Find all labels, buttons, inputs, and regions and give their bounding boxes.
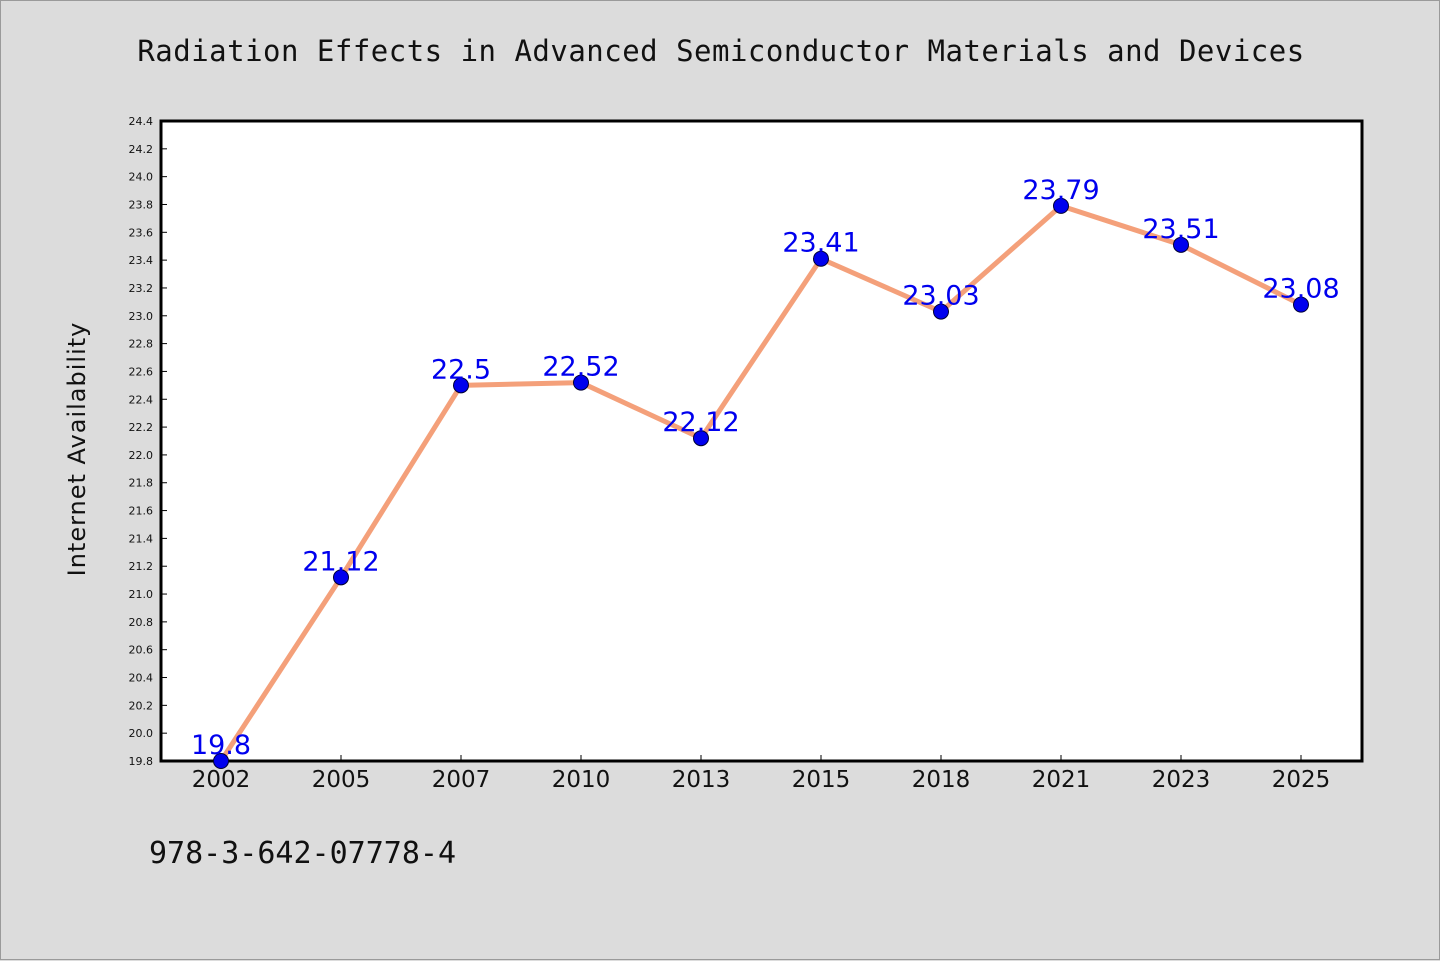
y-tick-label: 20.8 — [129, 616, 154, 629]
y-tick-label: 20.4 — [129, 672, 154, 685]
y-tick-label: 20.2 — [129, 699, 154, 712]
data-label: 23.08 — [1262, 274, 1339, 305]
y-tick-label: 20.0 — [129, 727, 154, 740]
isbn-footnote: 978-3-642-07778-4 — [149, 836, 457, 871]
y-tick-label: 22.2 — [129, 421, 154, 434]
data-label: 22.5 — [431, 354, 491, 385]
chart-title: Radiation Effects in Advanced Semiconduc… — [137, 34, 1305, 68]
y-tick-label: 22.4 — [129, 393, 154, 406]
y-tick-label: 21.6 — [129, 505, 154, 518]
data-label: 19.8 — [191, 730, 251, 761]
data-point — [453, 377, 469, 394]
data-point — [693, 430, 709, 447]
data-point — [813, 250, 829, 267]
y-tick-label: 22.8 — [129, 338, 154, 351]
x-tick-label: 2005 — [312, 767, 371, 793]
y-tick-label: 21.0 — [129, 588, 154, 601]
y-tick-label: 20.6 — [129, 644, 154, 657]
x-tick-label: 2025 — [1272, 767, 1331, 793]
data-point — [1053, 197, 1069, 214]
plot-area — [159, 119, 1364, 763]
data-label: 22.52 — [542, 352, 619, 383]
y-tick-label: 23.4 — [129, 254, 154, 267]
data-label: 23.79 — [1022, 175, 1099, 206]
x-tick-label: 2023 — [1152, 767, 1211, 793]
y-tick-label: 24.4 — [129, 115, 154, 128]
series-line — [218, 203, 1304, 764]
y-tick-label: 19.8 — [129, 755, 154, 768]
x-tick-label: 2021 — [1032, 767, 1091, 793]
data-point — [333, 569, 349, 586]
data-label: 23.41 — [782, 228, 859, 259]
x-tick-label: 2018 — [912, 767, 971, 793]
data-label: 21.12 — [302, 546, 379, 577]
data-point — [1293, 296, 1309, 313]
data-label: 23.03 — [902, 281, 979, 312]
x-tick-label: 2002 — [192, 767, 251, 793]
data-point — [213, 753, 229, 769]
x-tick-label: 2010 — [552, 767, 611, 793]
x-tick-label: 2007 — [432, 767, 491, 793]
data-label: 22.12 — [662, 407, 739, 438]
data-point — [573, 374, 589, 391]
y-tick-label: 23.0 — [129, 310, 154, 323]
y-tick-label: 24.2 — [129, 143, 154, 156]
y-tick-label: 21.4 — [129, 532, 154, 545]
y-tick-label: 21.8 — [129, 477, 154, 490]
x-tick-label: 2013 — [672, 767, 731, 793]
data-point — [1173, 236, 1189, 253]
y-tick-label: 23.6 — [129, 226, 154, 239]
y-tick-label: 22.0 — [129, 449, 154, 462]
y-tick-label: 24.0 — [129, 171, 154, 184]
data-point — [933, 303, 949, 320]
x-tick-label: 2015 — [792, 767, 851, 793]
y-tick-label: 22.6 — [129, 365, 154, 378]
data-label: 23.51 — [1142, 214, 1219, 245]
y-tick-label: 21.2 — [129, 560, 154, 573]
y-tick-label: 23.8 — [129, 198, 154, 211]
y-tick-label: 23.2 — [129, 282, 154, 295]
